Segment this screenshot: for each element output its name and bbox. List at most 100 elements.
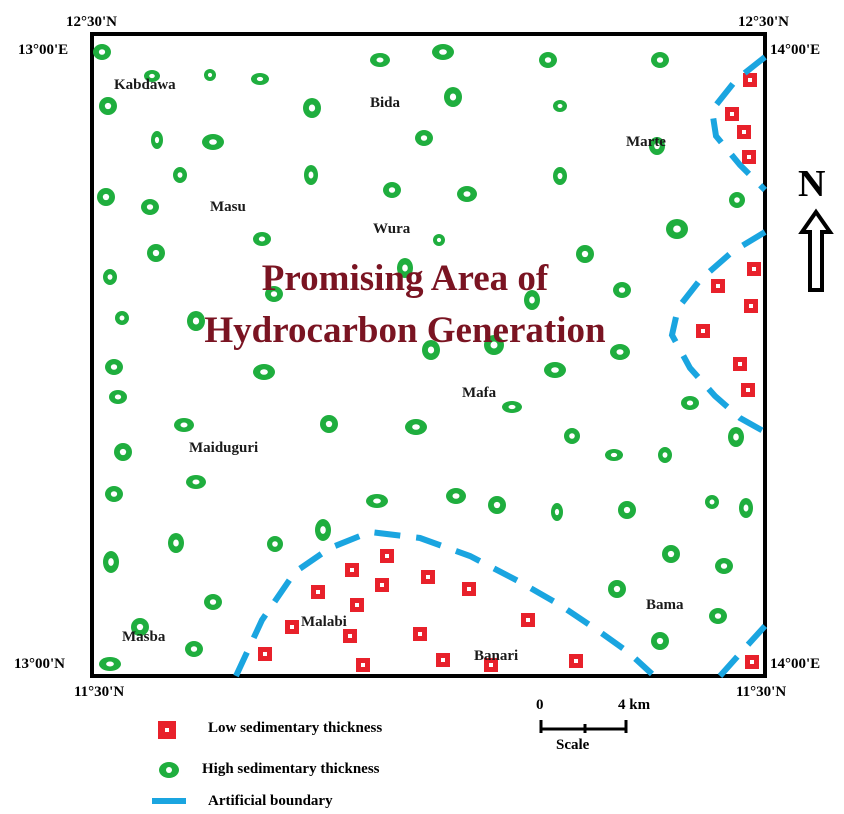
high-thickness-marker — [551, 503, 563, 521]
coord-bottom-left-lon: 13°00'N — [14, 656, 65, 672]
place-marte: Marte — [626, 134, 666, 150]
place-masu: Masu — [210, 199, 246, 215]
low-thickness-marker — [421, 570, 435, 584]
high-thickness-marker — [267, 536, 283, 552]
low-thickness-marker — [742, 150, 756, 164]
high-thickness-marker — [649, 137, 665, 155]
high-thickness-marker — [185, 641, 203, 657]
high-thickness-marker — [651, 632, 669, 650]
coord-bottom-right-lon: 14°00'E — [770, 656, 821, 672]
low-thickness-marker — [311, 585, 325, 599]
high-thickness-marker — [502, 401, 522, 413]
boundary-south — [233, 528, 655, 678]
high-thickness-marker — [446, 488, 466, 504]
low-thickness-marker — [462, 582, 476, 596]
high-thickness-marker — [109, 390, 127, 404]
high-thickness-marker — [315, 519, 331, 541]
low-thickness-marker — [484, 658, 498, 672]
high-thickness-marker — [709, 608, 727, 624]
legend-low-label: Low sedimentary thickness — [208, 720, 383, 736]
high-thickness-marker — [651, 52, 669, 68]
place-wura: Wura — [373, 221, 411, 237]
low-thickness-marker — [569, 654, 583, 668]
high-thickness-marker — [576, 245, 594, 263]
low-thickness-marker — [380, 549, 394, 563]
high-thickness-marker — [186, 475, 206, 489]
high-thickness-marker — [608, 580, 626, 598]
high-thickness-marker — [432, 44, 454, 60]
high-thickness-marker — [168, 533, 184, 553]
coord-bottom-right-lat: 11°30'N — [736, 684, 787, 700]
coord-bottom-left-lat: 11°30'N — [74, 684, 125, 700]
high-thickness-marker — [204, 594, 222, 610]
high-thickness-marker — [422, 340, 440, 360]
high-thickness-marker — [415, 130, 433, 146]
map-frame — [90, 32, 767, 678]
place-banari: Banari — [474, 648, 519, 664]
high-thickness-marker — [147, 244, 165, 262]
high-thickness-marker — [251, 73, 269, 85]
north-label: N — [798, 163, 826, 205]
scale-title: Scale — [556, 737, 590, 753]
high-thickness-marker — [666, 219, 688, 239]
high-thickness-marker — [658, 447, 672, 463]
high-thickness-marker — [99, 657, 121, 671]
low-thickness-marker — [743, 73, 757, 87]
promising-area-title: Promising Area of Hydrocarbon Generation — [140, 253, 670, 357]
high-thickness-marker — [174, 418, 194, 432]
high-thickness-marker — [728, 427, 744, 447]
high-thickness-marker — [488, 496, 506, 514]
high-thickness-marker — [739, 498, 753, 518]
high-thickness-marker — [564, 428, 580, 444]
high-thickness-marker — [265, 286, 283, 302]
high-thickness-marker — [320, 415, 338, 433]
high-thickness-marker — [173, 167, 187, 183]
legend-boundary-label: Artificial boundary — [208, 793, 333, 809]
high-thickness-marker — [114, 443, 132, 461]
low-thickness-marker — [285, 620, 299, 634]
high-thickness-marker — [202, 134, 224, 150]
high-thickness-marker — [457, 186, 477, 202]
low-thickness-marker — [345, 563, 359, 577]
place-mafa: Mafa — [462, 385, 497, 401]
low-thickness-marker — [744, 299, 758, 313]
coord-top-left-lat: 12°30'N — [66, 14, 117, 30]
low-thickness-markers — [258, 73, 761, 672]
high-thickness-marker — [93, 44, 111, 60]
place-bama: Bama — [646, 597, 684, 613]
high-thickness-marker — [144, 70, 160, 82]
high-thickness-marker — [605, 449, 623, 461]
low-thickness-marker — [725, 107, 739, 121]
high-thickness-marker — [366, 494, 388, 508]
high-thickness-marker — [553, 100, 567, 112]
high-thickness-markers — [93, 44, 753, 671]
high-thickness-marker — [97, 188, 115, 206]
boundary-south-east — [717, 623, 768, 678]
low-thickness-marker — [258, 647, 272, 661]
high-thickness-marker — [105, 486, 123, 502]
high-thickness-marker — [662, 545, 680, 563]
high-thickness-marker — [553, 167, 567, 185]
low-thickness-marker — [413, 627, 427, 641]
title-line-1: Promising Area of — [261, 258, 549, 299]
low-thickness-marker — [436, 653, 450, 667]
high-thickness-marker — [303, 98, 321, 118]
coord-top-left-lon: 13°00'E — [18, 42, 69, 58]
high-thickness-marker — [253, 232, 271, 246]
high-thickness-marker — [681, 396, 699, 410]
place-kabdawa: Kabdawa — [114, 77, 176, 93]
low-thickness-marker — [747, 262, 761, 276]
high-thickness-marker — [304, 165, 318, 185]
north-arrow-icon — [798, 208, 834, 292]
high-thickness-marker — [141, 199, 159, 215]
legend-high-label: High sedimentary thickness — [202, 761, 380, 777]
high-thickness-marker — [729, 192, 745, 208]
high-thickness-marker — [253, 364, 275, 380]
high-thickness-marker — [484, 335, 504, 355]
high-thickness-marker — [433, 234, 445, 246]
high-thickness-marker — [544, 362, 566, 378]
scale-start-label: 0 — [536, 697, 544, 713]
high-thickness-marker — [383, 182, 401, 198]
low-thickness-marker — [741, 383, 755, 397]
